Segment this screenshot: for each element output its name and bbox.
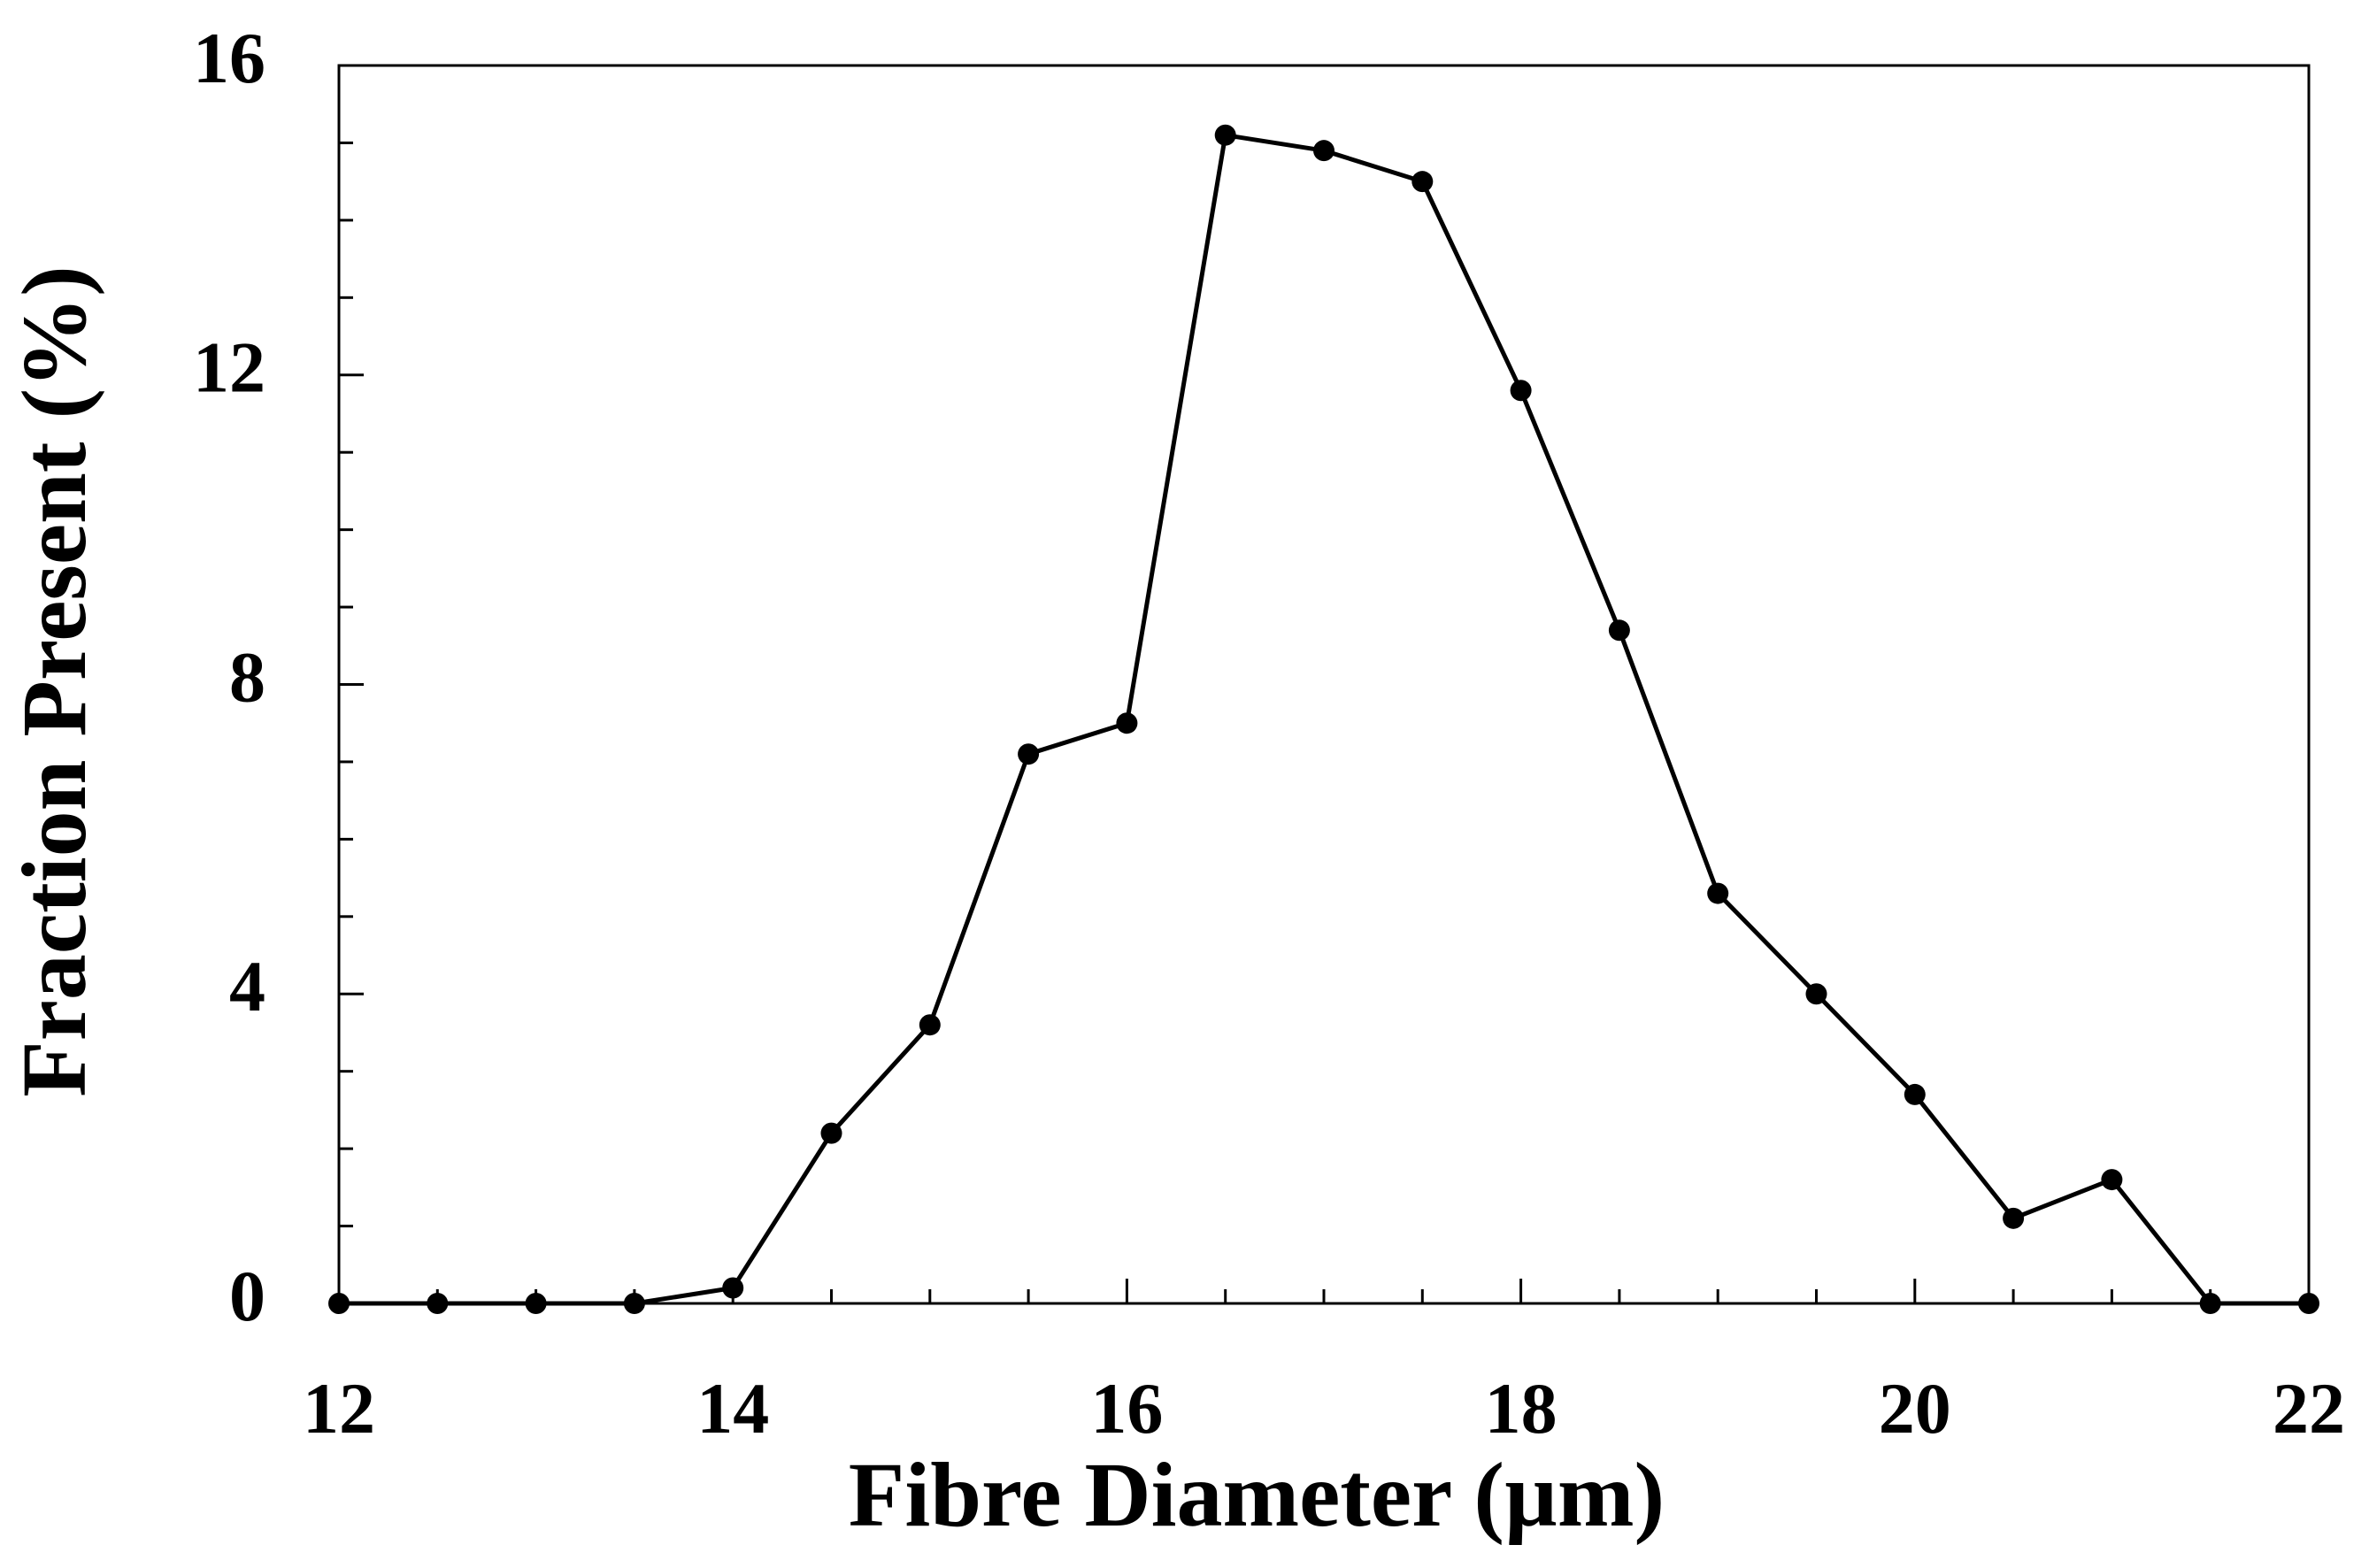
plot-frame xyxy=(337,64,2311,1305)
data-point xyxy=(1411,171,1434,193)
data-point xyxy=(2199,1293,2221,1314)
x-tick-label: 14 xyxy=(696,1368,769,1449)
data-point xyxy=(427,1293,449,1314)
data-point xyxy=(2003,1207,2025,1229)
data-point xyxy=(1313,140,1334,162)
data-point xyxy=(1608,619,1630,642)
y-tick-label: 4 xyxy=(229,946,265,1026)
data-point xyxy=(2101,1169,2123,1191)
x-tick-label: 20 xyxy=(1879,1368,1951,1449)
data-line xyxy=(339,133,2309,1306)
data-point xyxy=(525,1293,547,1314)
y-tick-label: 8 xyxy=(229,636,265,717)
data-point xyxy=(722,1277,744,1299)
x-tick-label: 18 xyxy=(1485,1368,1558,1449)
x-axis-title: Fibre Diameter (µm) xyxy=(849,1444,1665,1546)
data-point xyxy=(1904,1083,1926,1105)
data-point xyxy=(1214,124,1236,146)
data-point xyxy=(820,1122,842,1144)
y-tick-label: 12 xyxy=(193,327,265,408)
data-point xyxy=(623,1293,645,1314)
data-point xyxy=(1707,882,1729,904)
data-point xyxy=(1018,743,1040,765)
data-point xyxy=(1510,380,1532,402)
y-tick-label: 0 xyxy=(229,1256,265,1336)
data-point xyxy=(1805,983,1827,1005)
data-point xyxy=(1116,712,1138,734)
y-axis-title: Fraction Present (%) xyxy=(4,265,105,1097)
x-tick-label: 22 xyxy=(2273,1368,2345,1449)
data-point xyxy=(2298,1293,2319,1314)
x-tick-label: 16 xyxy=(1090,1368,1163,1449)
y-tick-label: 16 xyxy=(193,18,265,98)
data-point xyxy=(328,1293,350,1314)
x-tick-label: 12 xyxy=(303,1368,375,1449)
data-point xyxy=(919,1014,941,1036)
